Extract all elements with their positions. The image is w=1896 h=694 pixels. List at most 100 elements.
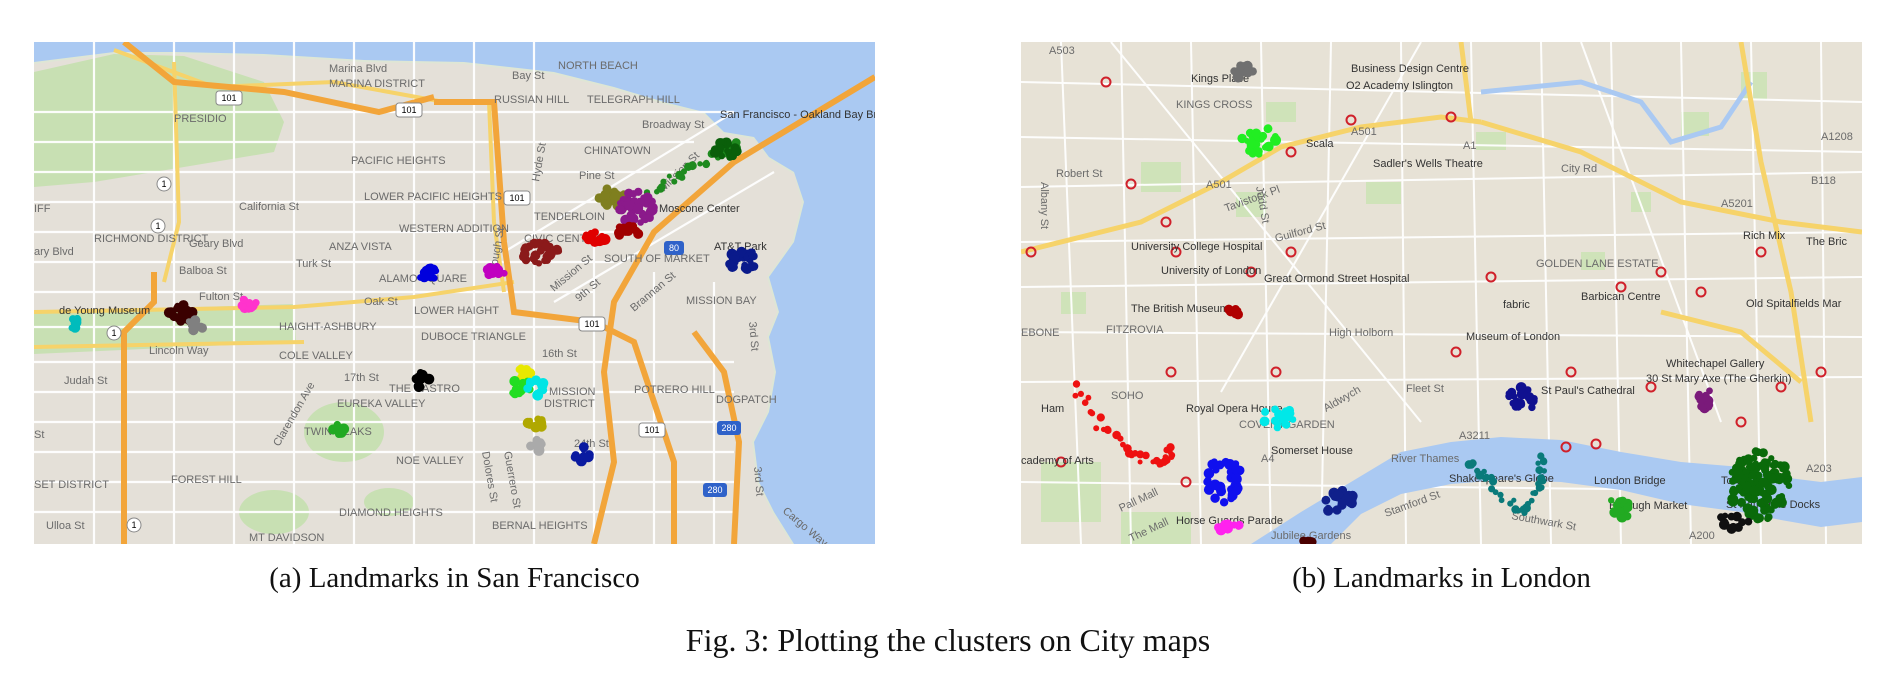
ld-cluster-darkgreen-point	[1743, 454, 1754, 465]
ld-cluster-blue-point	[1219, 498, 1229, 507]
ld-cluster-teal-point	[1535, 460, 1541, 466]
label-business-design-centre: Business Design Centre	[1351, 63, 1469, 75]
ld-cluster-darkbrown-point	[1307, 537, 1317, 544]
sf-cluster-blue-point	[424, 263, 434, 273]
sf-cluster-darkbrown-point	[181, 309, 192, 319]
tube-station-icon	[1165, 366, 1177, 378]
subcaption-b: (b) Landmarks in London	[1292, 562, 1591, 594]
tube-station-icon	[1735, 416, 1747, 428]
ld-cluster-purple-point	[1704, 400, 1714, 410]
sf-cluster-darkred-point	[620, 223, 628, 231]
label-california-st: California St	[239, 201, 299, 213]
sf-cluster-red-point	[584, 232, 591, 240]
sf-cluster-darkgreen	[710, 137, 742, 161]
label-scala: Scala	[1306, 138, 1334, 150]
label-cole-valley: COLE VALLEY	[279, 350, 353, 362]
label-whitechapel: Whitechapel Gallery	[1666, 358, 1765, 370]
sf-cluster-olive2	[522, 415, 547, 433]
label-o2-academy: O2 Academy Islington	[1346, 80, 1453, 92]
shield-101-e: 101	[644, 425, 659, 435]
ld-cluster-red-point	[1162, 454, 1169, 460]
ld-cluster-red-point	[1077, 390, 1084, 397]
ld-cluster-stpauls-point	[1528, 396, 1538, 406]
sf-cluster-black-point	[417, 369, 428, 381]
label-kings-cross: KINGS CROSS	[1176, 99, 1252, 111]
ld-cluster-blue-point	[1221, 457, 1231, 467]
ld-cluster-black-point	[1726, 523, 1737, 534]
sf-cluster-olive-point	[609, 192, 621, 203]
sf-cluster-purple	[615, 187, 658, 226]
ld-cluster-red-point	[1093, 425, 1100, 432]
sf-map-canvas: 101 101 101 101 1 1 1 1 80 280 280 101 M…	[34, 42, 875, 544]
ld-cluster-darkgreen-point	[1778, 493, 1786, 500]
sf-cluster-red-point	[591, 228, 599, 237]
label-british-museum: The British Museum	[1131, 303, 1229, 315]
tube-station-icon	[1655, 266, 1667, 278]
ld-cluster-darkgreen-point	[1781, 471, 1788, 478]
sf-cluster-darkred-point	[633, 228, 644, 239]
label-balboa-st: Balboa St	[179, 265, 227, 277]
ld-cluster-cyan-point	[1284, 405, 1295, 416]
sf-cluster-twin-green	[328, 420, 350, 438]
sf-cluster-cyan-point	[523, 384, 532, 393]
label-marina-blvd: Marina Blvd	[329, 63, 387, 75]
tube-station-icon	[1755, 246, 1767, 258]
sf-cluster-green-point	[680, 168, 688, 175]
label-shakespeares-globe: Shakespeare's Globe	[1449, 473, 1554, 485]
label-haight-ashbury: HAIGHT-ASHBURY	[279, 321, 377, 333]
ld-cluster-cyan-point	[1261, 407, 1270, 416]
shield-280-b: 280	[707, 485, 722, 495]
sf-cluster-twin-green-point	[333, 423, 340, 431]
ld-cluster-darkgreen-point	[1764, 458, 1771, 466]
label-sf-oakland-bridge: San Francisco - Oakland Bay Bridge	[720, 109, 875, 121]
yellow-roads	[34, 48, 515, 349]
label-aldwych: Aldwych	[1322, 384, 1363, 415]
label-potrero-hill: POTRERO HILL	[634, 384, 715, 396]
ld-cluster-darkgreen-point	[1758, 448, 1768, 458]
label-chinatown: CHINATOWN	[584, 145, 651, 157]
ld-cluster-darkgreen-point	[1776, 461, 1785, 469]
london-yellow-roads	[1021, 42, 1862, 423]
tube-station-icon	[1180, 476, 1192, 488]
tube-station-icon	[1560, 441, 1572, 453]
sf-cluster-cyan-point	[536, 388, 544, 395]
sf-cluster-purple-point	[624, 200, 635, 211]
ld-cluster-cyan-point	[1278, 413, 1289, 424]
ld-cluster-teal-point	[1468, 459, 1477, 468]
ld-cluster-magenta	[1214, 519, 1244, 536]
ld-cluster-black-point	[1732, 511, 1742, 522]
label-lincoln-way: Lincoln Way	[149, 345, 209, 357]
ld-cluster-blue-point	[1209, 479, 1221, 491]
sf-cluster-purple-point	[627, 213, 639, 225]
label-a1208: A1208	[1821, 131, 1853, 143]
label-a200: A200	[1689, 530, 1715, 542]
sf-cluster-magenta-point	[500, 269, 508, 277]
ld-cluster-blue-point	[1218, 485, 1226, 493]
label-museum-of-london: Museum of London	[1466, 331, 1560, 343]
ld-cluster-darkred	[1224, 304, 1243, 320]
sf-cluster-purple-point	[647, 202, 658, 213]
shield-1-a: 1	[161, 179, 166, 189]
label-pall-mall: Pall Mall	[1117, 486, 1160, 514]
ld-cluster-cyan-point	[1271, 405, 1279, 414]
ld-cluster-darkgreen-point	[1757, 498, 1764, 505]
sf-cluster-pink-point	[240, 295, 249, 304]
label-set-district: SET DISTRICT	[34, 479, 109, 491]
label-river-thames: River Thames	[1391, 453, 1460, 465]
ld-cluster-green	[1608, 496, 1633, 523]
ld-cluster-teal-point	[1532, 489, 1539, 497]
sf-cluster-darkblue-point	[578, 453, 585, 460]
sf-cluster-navy-point	[730, 254, 739, 263]
label-debone: EBONE	[1021, 327, 1060, 339]
label-royal-opera: Royal Opera House	[1186, 403, 1283, 415]
sf-landmark-clusters	[68, 137, 759, 467]
tube-station-icon	[1270, 366, 1282, 378]
sf-cluster-cyan-point	[529, 379, 536, 386]
sf-cluster-magenta-point	[492, 264, 501, 272]
ld-cluster-darkgreen-point	[1758, 489, 1767, 497]
shield-80: 80	[669, 243, 679, 253]
label-old-spitalfields: Old Spitalfields Mar	[1746, 298, 1842, 310]
ld-cluster-darkred-point	[1233, 309, 1243, 320]
ld-cluster-gray-point	[1246, 67, 1255, 75]
label-third-st-2: 3rd St	[751, 466, 766, 496]
